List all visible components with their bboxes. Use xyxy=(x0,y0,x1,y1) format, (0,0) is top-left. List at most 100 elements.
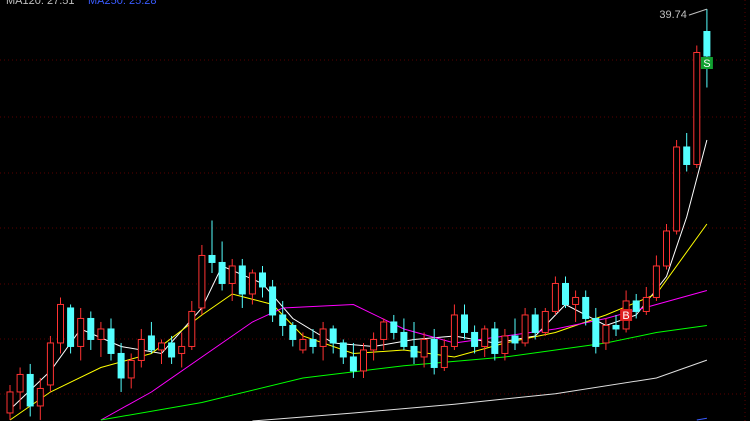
candle xyxy=(370,332,378,361)
candle xyxy=(269,279,277,322)
candle-body xyxy=(440,345,448,368)
candle xyxy=(107,318,115,361)
candle-body xyxy=(269,286,277,316)
signal-label: S xyxy=(703,58,710,70)
candle-body xyxy=(188,310,196,347)
candle xyxy=(168,335,176,364)
candle xyxy=(632,293,640,319)
candle xyxy=(218,241,226,291)
candle-body xyxy=(471,331,479,347)
candle-body xyxy=(693,51,701,165)
candle-body xyxy=(481,328,489,347)
candle-body xyxy=(370,338,378,351)
candle xyxy=(420,332,428,368)
candle-body xyxy=(572,296,580,305)
candle xyxy=(511,318,519,350)
candle xyxy=(663,223,670,270)
candle-body xyxy=(218,261,226,284)
legend-entry: MA250: 25.28 xyxy=(88,0,157,7)
candle-body xyxy=(309,338,317,347)
candle xyxy=(683,132,691,172)
candle xyxy=(147,321,155,354)
candle-body xyxy=(632,300,640,312)
candle xyxy=(188,300,196,350)
candle-body xyxy=(541,310,549,333)
candle xyxy=(36,377,44,420)
candle xyxy=(572,290,580,322)
candle xyxy=(491,321,499,361)
candle xyxy=(541,307,549,336)
candle xyxy=(208,220,216,273)
candle xyxy=(440,339,448,371)
candle-body xyxy=(117,352,125,379)
candle xyxy=(127,353,135,389)
candle xyxy=(360,342,367,378)
candle-body xyxy=(329,328,337,344)
candle xyxy=(461,304,468,340)
candle-body xyxy=(127,359,135,379)
candle-body xyxy=(652,265,660,298)
candle-body xyxy=(430,338,438,368)
candle xyxy=(228,258,236,301)
candle-body xyxy=(450,314,458,347)
candle-body xyxy=(147,335,155,351)
candle-body xyxy=(67,307,75,347)
candle xyxy=(6,384,14,420)
candle xyxy=(319,321,327,361)
candle-body xyxy=(339,342,347,358)
candle xyxy=(673,139,681,235)
candle xyxy=(279,300,287,336)
candle-body xyxy=(390,321,398,333)
candle-body xyxy=(592,317,600,347)
candle xyxy=(481,325,489,357)
candle xyxy=(117,342,125,392)
candle-body xyxy=(319,328,327,347)
candle-body xyxy=(57,303,64,344)
candle-body xyxy=(16,373,24,393)
candle-body xyxy=(238,265,246,295)
candle xyxy=(642,286,650,315)
candle xyxy=(349,342,357,378)
candle xyxy=(471,325,479,354)
candle xyxy=(57,297,64,354)
candle-body xyxy=(410,345,418,358)
candle-body xyxy=(642,296,650,312)
candle xyxy=(46,335,54,392)
candle xyxy=(238,258,246,308)
candle-body xyxy=(531,314,539,333)
candle xyxy=(97,321,105,357)
candle xyxy=(158,339,165,364)
candle xyxy=(67,304,75,354)
candle-body xyxy=(703,30,711,57)
candle-body xyxy=(461,314,468,333)
signal-label: B xyxy=(622,310,629,322)
candle-body xyxy=(279,314,287,326)
candle xyxy=(137,328,145,368)
candle-body xyxy=(360,349,367,372)
candle-body xyxy=(6,391,14,414)
candle-body xyxy=(582,296,590,319)
ma-line xyxy=(696,417,707,421)
candle-body xyxy=(491,328,499,354)
candle xyxy=(410,321,418,364)
candle-body xyxy=(380,321,388,340)
candle-body xyxy=(26,373,34,407)
candle-body xyxy=(168,342,176,358)
candle xyxy=(430,328,438,375)
candle-body xyxy=(107,328,115,354)
candle-body xyxy=(511,335,519,344)
candle-body xyxy=(36,387,44,407)
candle-body xyxy=(178,345,186,354)
candle xyxy=(178,332,186,368)
candle xyxy=(248,269,256,305)
candle xyxy=(329,325,337,354)
legend-entry: MA120: 27.51 xyxy=(6,0,75,7)
candle-body xyxy=(673,146,681,232)
candle xyxy=(289,321,297,347)
candle-body xyxy=(612,324,620,330)
signal-box xyxy=(700,56,713,69)
candle-body xyxy=(551,282,559,312)
candle xyxy=(521,307,529,347)
candle xyxy=(259,265,266,298)
